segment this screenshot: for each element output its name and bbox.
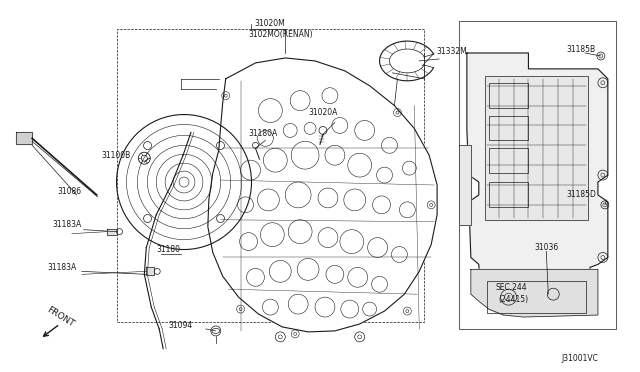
Text: 31094: 31094 <box>168 321 193 330</box>
Bar <box>459 21 616 329</box>
Text: 31183A: 31183A <box>52 220 81 229</box>
Polygon shape <box>459 145 471 225</box>
Bar <box>489 116 529 140</box>
Text: 31036: 31036 <box>534 243 559 252</box>
Polygon shape <box>467 53 608 315</box>
Text: SEC.244: SEC.244 <box>495 283 527 292</box>
Text: 31020M: 31020M <box>255 19 285 28</box>
Text: 31180: 31180 <box>156 245 180 254</box>
Bar <box>489 182 529 207</box>
Text: 31183A: 31183A <box>47 263 76 272</box>
Text: J31001VC: J31001VC <box>561 354 598 363</box>
Polygon shape <box>16 132 32 144</box>
Text: 31185D: 31185D <box>566 190 596 199</box>
Bar <box>489 148 529 173</box>
Text: 3102MO(RENAN): 3102MO(RENAN) <box>248 30 313 39</box>
Bar <box>487 281 586 313</box>
Bar <box>489 83 529 108</box>
Polygon shape <box>107 229 116 235</box>
Text: 31180A: 31180A <box>248 129 278 138</box>
Text: 31086: 31086 <box>57 187 81 196</box>
Polygon shape <box>471 269 598 317</box>
Polygon shape <box>147 267 154 275</box>
Polygon shape <box>208 58 437 332</box>
Text: 31185B: 31185B <box>566 45 595 54</box>
Text: (24415): (24415) <box>499 295 529 304</box>
Text: FRONT: FRONT <box>45 305 76 329</box>
Text: 31332M: 31332M <box>436 46 467 55</box>
Text: 31020A: 31020A <box>308 108 337 117</box>
Text: 31100B: 31100B <box>102 151 131 160</box>
Bar <box>116 29 424 322</box>
Bar <box>484 76 588 220</box>
